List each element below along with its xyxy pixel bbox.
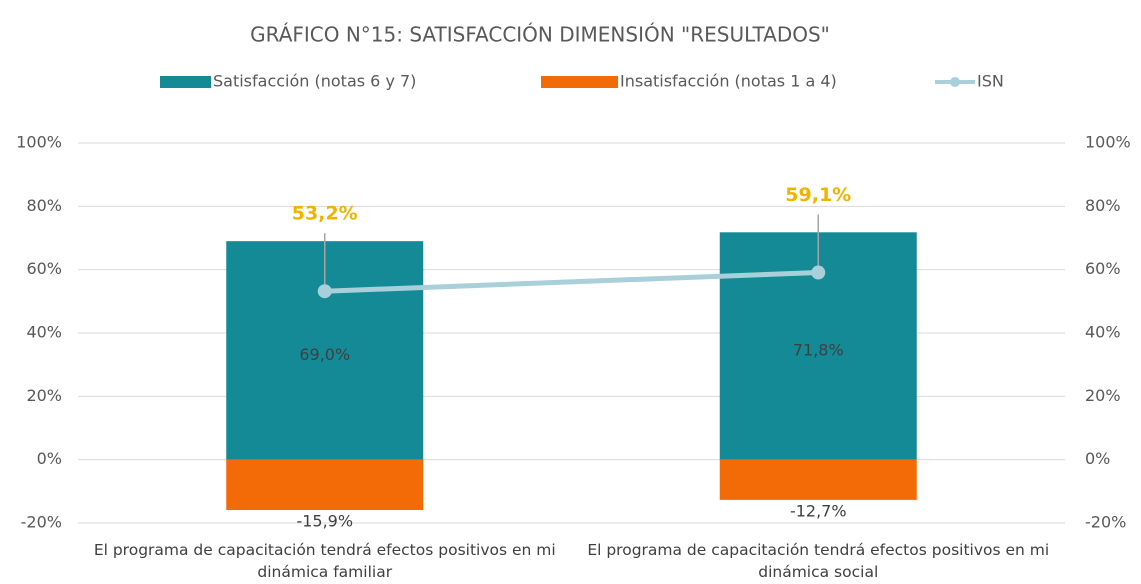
y2-tick-label: 40%: [1085, 323, 1121, 342]
y-tick-label: 80%: [26, 196, 62, 215]
x-tick-label: El programa de capacitación tendrá efect…: [587, 541, 1050, 581]
legend-label: ISN: [977, 72, 1004, 91]
y-tick-label: 40%: [26, 323, 62, 342]
marker: [811, 265, 826, 280]
y-tick-label: 20%: [26, 386, 62, 405]
y-tick-label: 60%: [26, 259, 62, 278]
legend-label: Insatisfacción (notas 1 a 4): [620, 72, 837, 91]
data-label: 71,8%: [793, 340, 844, 359]
bar: [226, 459, 424, 511]
legend-swatch: [160, 76, 211, 88]
y2-tick-label: 0%: [1085, 449, 1110, 468]
data-label: 69,0%: [299, 345, 350, 364]
x-tick-label: El programa de capacitación tendrá efect…: [93, 541, 556, 581]
marker: [317, 284, 332, 299]
line: [324, 270, 819, 294]
y2-tick-label: -20%: [1085, 513, 1126, 532]
data-label: 59,1%: [785, 184, 851, 206]
data-label: -15,9%: [296, 512, 353, 531]
y2-tick-label: 20%: [1085, 386, 1121, 405]
legend-label: Satisfacción (notas 6 y 7): [213, 72, 416, 91]
y2-tick-label: 60%: [1085, 259, 1121, 278]
chart-title: GRÁFICO N°15: SATISFACCIÓN DIMENSIÓN "RE…: [250, 23, 830, 47]
y-tick-label: 0%: [37, 449, 62, 468]
y2-tick-label: 100%: [1085, 133, 1131, 152]
data-label: 53,2%: [292, 203, 358, 225]
y-tick-label: -20%: [21, 513, 62, 532]
legend-swatch-marker: [950, 77, 960, 87]
data-label: -12,7%: [790, 501, 847, 520]
y2-tick-label: 80%: [1085, 196, 1121, 215]
y-tick-label: 100%: [16, 133, 62, 152]
bar: [719, 459, 917, 500]
legend-swatch: [541, 76, 618, 88]
